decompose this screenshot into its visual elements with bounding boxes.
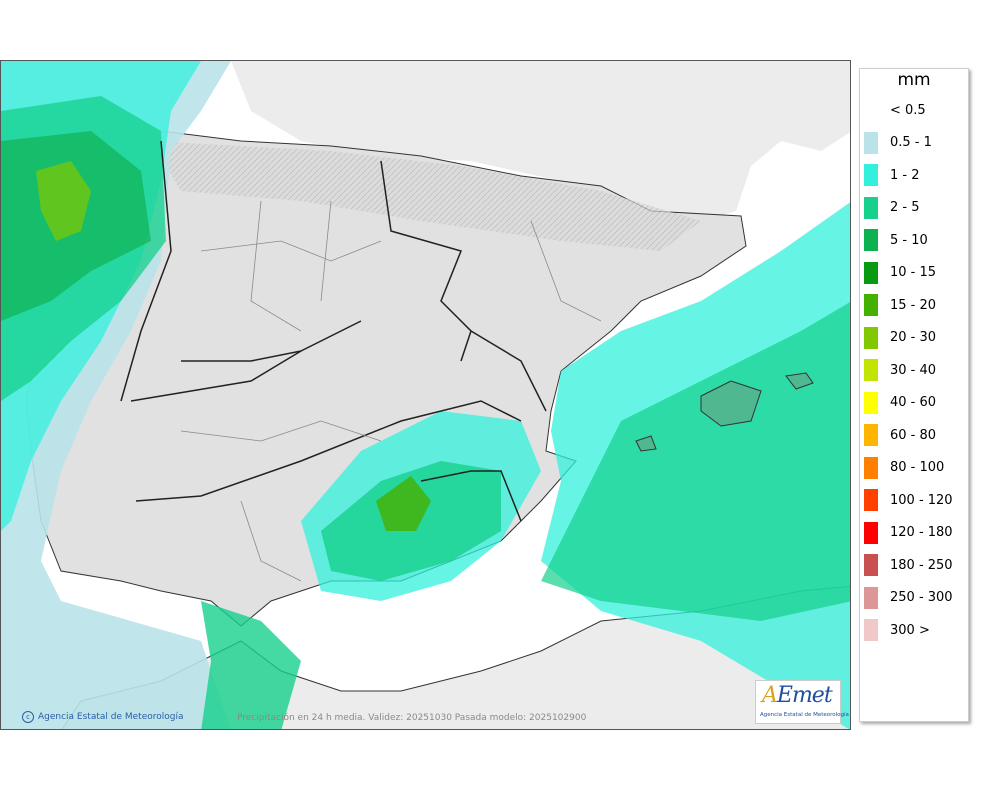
aemet-logo-mark: AEmet	[762, 683, 833, 708]
legend-label: 20 - 30	[890, 330, 937, 345]
legend-swatch	[864, 424, 878, 446]
region-borders	[120, 140, 547, 522]
legend-unit: mm	[897, 70, 931, 90]
cantabrian-relief	[151, 141, 701, 251]
legend-swatch	[864, 99, 878, 121]
legend-item: 180 - 250	[864, 554, 953, 576]
copyright-icon: c	[22, 711, 34, 723]
legend-label: < 0.5	[890, 102, 926, 118]
legend-swatch	[864, 489, 878, 511]
legend-item: 60 - 80	[864, 424, 936, 446]
legend-label: 1 - 2	[890, 167, 920, 183]
legend-swatch	[864, 619, 878, 641]
legend-item: 30 - 40	[864, 359, 936, 381]
precip-granada-core	[376, 476, 431, 531]
legend-item: 80 - 100	[864, 456, 945, 479]
legend-item: 2 - 5	[864, 196, 920, 219]
legend-item: 0.5 - 1	[864, 131, 932, 154]
map-caption: Precipitación en 24 h media. Validez: 20…	[237, 713, 587, 723]
legend-label: 120 - 180	[890, 525, 953, 540]
legend-label: 80 - 100	[890, 460, 945, 475]
legend-label: 5 - 10	[890, 232, 928, 248]
legend-label: 10 - 15	[890, 265, 937, 280]
legend-item: < 0.5	[864, 99, 926, 121]
legend-label: 30 - 40	[890, 362, 937, 378]
menorca	[785, 372, 814, 390]
legend-label: 40 - 60	[890, 395, 937, 410]
legend-swatch	[864, 326, 878, 349]
legend-swatch	[864, 521, 878, 544]
precip-20-30-galicia	[36, 161, 91, 241]
legend-item: 40 - 60	[864, 391, 937, 414]
legend-item: 1 - 2	[864, 164, 920, 186]
legend-item: 5 - 10	[864, 229, 928, 251]
legend-item: 20 - 30	[864, 326, 937, 349]
legend-swatch	[864, 131, 878, 154]
legend-item: 120 - 180	[864, 521, 953, 544]
aemet-credit: c Agencia Estatal de Meteorología	[22, 711, 184, 723]
legend-swatch	[864, 359, 878, 381]
ibiza	[635, 435, 657, 452]
legend-swatch	[864, 229, 878, 251]
legend-swatch	[864, 554, 878, 576]
precipitation-map[interactable]	[0, 60, 851, 730]
legend-item: 15 - 20	[864, 294, 936, 316]
legend-label: 300 >	[890, 622, 930, 638]
map-canvas	[1, 61, 850, 729]
legend-swatch	[864, 586, 878, 609]
legend-swatch	[864, 391, 878, 414]
precipitation-legend: mm < 0.5 0.5 - 1 1 - 2 2 - 5 5 - 10 10 - 15 15…	[859, 68, 969, 722]
province-borders	[180, 200, 602, 582]
precip-mediterranean-2-5	[541, 302, 850, 621]
legend-label: 2 - 5	[890, 200, 920, 215]
legend-swatch	[864, 456, 878, 479]
legend-item: 300 >	[864, 619, 930, 641]
legend-item: 100 - 120	[864, 489, 953, 511]
legend-swatch	[864, 196, 878, 219]
aemet-logo: AEmet Agencia Estatal de Meteorología	[755, 680, 849, 724]
legend-label: 15 - 20	[890, 297, 937, 313]
legend-label: 180 - 250	[890, 557, 953, 573]
legend-swatch	[864, 294, 878, 316]
legend-label: 250 - 300	[890, 590, 953, 605]
france-land	[231, 61, 850, 221]
mallorca	[700, 380, 762, 427]
legend-swatch	[864, 261, 878, 284]
aemet-logo-subtitle: Agencia Estatal de Meteorología	[760, 712, 849, 718]
precip-alboran	[201, 601, 301, 729]
legend-label: 0.5 - 1	[890, 135, 932, 150]
legend-label: 60 - 80	[890, 427, 937, 443]
legend-label: 100 - 120	[890, 492, 953, 508]
legend-item: 10 - 15	[864, 261, 937, 284]
credit-text: Agencia Estatal de Meteorología	[38, 712, 184, 722]
legend-item: 250 - 300	[864, 586, 953, 609]
legend-swatch	[864, 164, 878, 186]
